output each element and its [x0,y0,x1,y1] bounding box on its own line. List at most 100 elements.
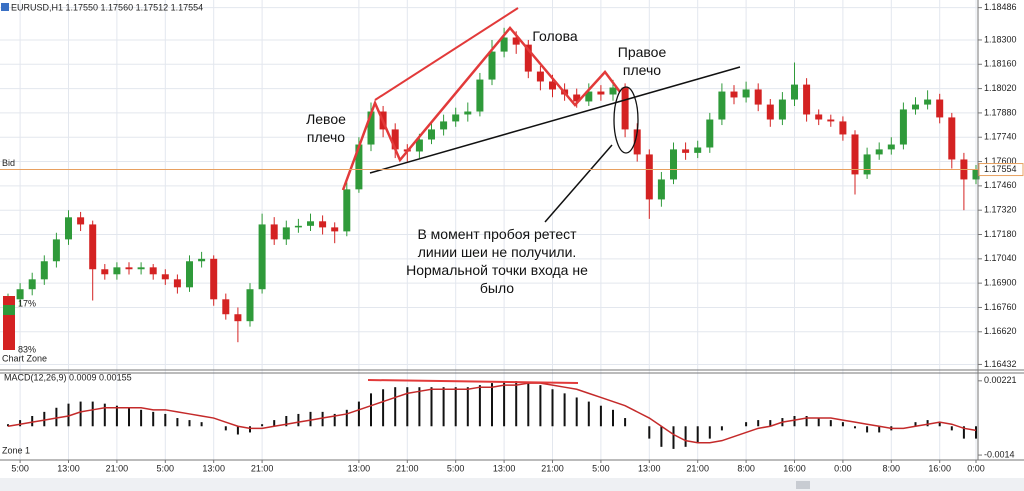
candle-body [766,104,774,120]
candle-body [65,217,72,240]
annotation-line: было [480,280,514,296]
candle-body [887,144,895,150]
x-tick-label: 5:00 [592,463,610,473]
candle-body [851,134,859,175]
zone-bar [3,305,15,315]
bid-price: 1.17554 [984,164,1017,174]
candle-body [585,91,593,102]
candle-body [500,37,508,52]
candle-body [573,94,581,102]
candle-body [549,81,556,90]
candle-body [718,91,726,120]
candle-body [609,87,617,95]
y-tick-label: 1.16900 [984,278,1017,288]
candle-body [899,109,907,145]
candle-body [597,91,605,95]
annotation-line: плечо [623,62,661,78]
x-tick-label: 16:00 [928,463,951,473]
zone-bar [3,296,15,350]
candle-body [125,267,133,270]
x-tick-label: 21:00 [251,463,274,473]
x-tick-label: 16:00 [783,463,806,473]
candle-body [40,261,48,280]
candle-body [186,261,193,288]
trend-line [374,7,519,101]
bid-label: Bid [2,158,15,168]
neckline [369,66,741,174]
candle-body [657,179,665,200]
y-tick-label: 1.17040 [984,253,1017,263]
marks [4,27,980,449]
zone-name: Zone 1 [2,445,30,455]
annotation-line: В момент пробоя ретест [417,226,577,242]
candle-body [839,121,847,135]
y-tick-label: 1.17460 [984,180,1017,190]
annotation-line: Нормальной точки входа не [406,262,588,278]
candle-body [791,84,798,100]
candle-body [28,279,36,290]
candle-body [924,99,932,105]
x-tick-label: 5:00 [157,463,175,473]
candle-body [670,149,677,180]
candle-body [645,154,653,200]
candle-body [948,117,956,160]
candle-body [282,227,290,240]
candle-body [161,274,169,280]
candle-body [222,299,230,315]
candle-body [476,79,484,112]
candle-body [319,221,327,228]
x-tick-label: 13:00 [638,463,661,473]
y-tick-label: 1.16760 [984,302,1017,312]
y-tick-label: 1.17320 [984,205,1017,215]
candle-body [815,114,823,120]
grid [0,0,978,460]
y-tick-label: 1.18300 [984,34,1017,44]
zone-name: Chart Zone [2,353,47,363]
y2-tick-label: -0.0014 [984,449,1015,459]
candle-body [682,149,690,153]
x-tick-label: 21:00 [106,463,129,473]
candle-body [827,119,835,122]
scrollbar[interactable] [0,478,1024,491]
macd-trend-line [367,379,579,384]
candle-body [464,111,472,115]
x-tick-label: 8:00 [883,463,901,473]
x-tick-label: 21:00 [396,463,419,473]
y-tick-label: 1.18020 [984,83,1017,93]
candle-body [536,71,544,82]
y-tick-label: 1.17880 [984,107,1017,117]
macd-signal [7,382,977,444]
annotation: В момент пробоя ретест линии шеи не получ… [406,226,588,296]
pointer-line [544,144,613,223]
candle-body [307,221,314,226]
zone-label: 17% [18,298,36,308]
x-tick-label: 13:00 [348,463,371,473]
x-tick-label: 13:00 [57,463,80,473]
candle-body [633,129,641,155]
scroll-thumb[interactable] [796,481,810,489]
x-tick-label: 5:00 [447,463,465,473]
candle-body [742,89,750,98]
candle-body [270,224,278,240]
x-tick-label: 0:00 [834,463,852,473]
y-tick-label: 1.18160 [984,59,1017,69]
candle-body [101,269,109,275]
annotations: Левое плечо Голова Правое плечо В момент проб… [306,28,666,296]
candle-body [452,114,460,122]
candle-body [113,267,121,275]
x-tick-label: 13:00 [493,463,516,473]
highlight-ellipse [613,86,639,154]
candle-body [258,224,266,290]
macd-label: MACD(12,26,9) 0.0009 0.00155 [4,372,132,382]
x-tick-label: 5:00 [11,463,29,473]
annotation-line: Правое [618,44,667,60]
candle-body [16,289,24,300]
x-tick-label: 21:00 [686,463,709,473]
candle-body [621,87,629,130]
y-tick-label: 1.18486 [984,2,1017,12]
candle-body [803,84,811,115]
candle-body [343,189,351,232]
candle-body [367,111,375,145]
candle-body [137,267,145,270]
